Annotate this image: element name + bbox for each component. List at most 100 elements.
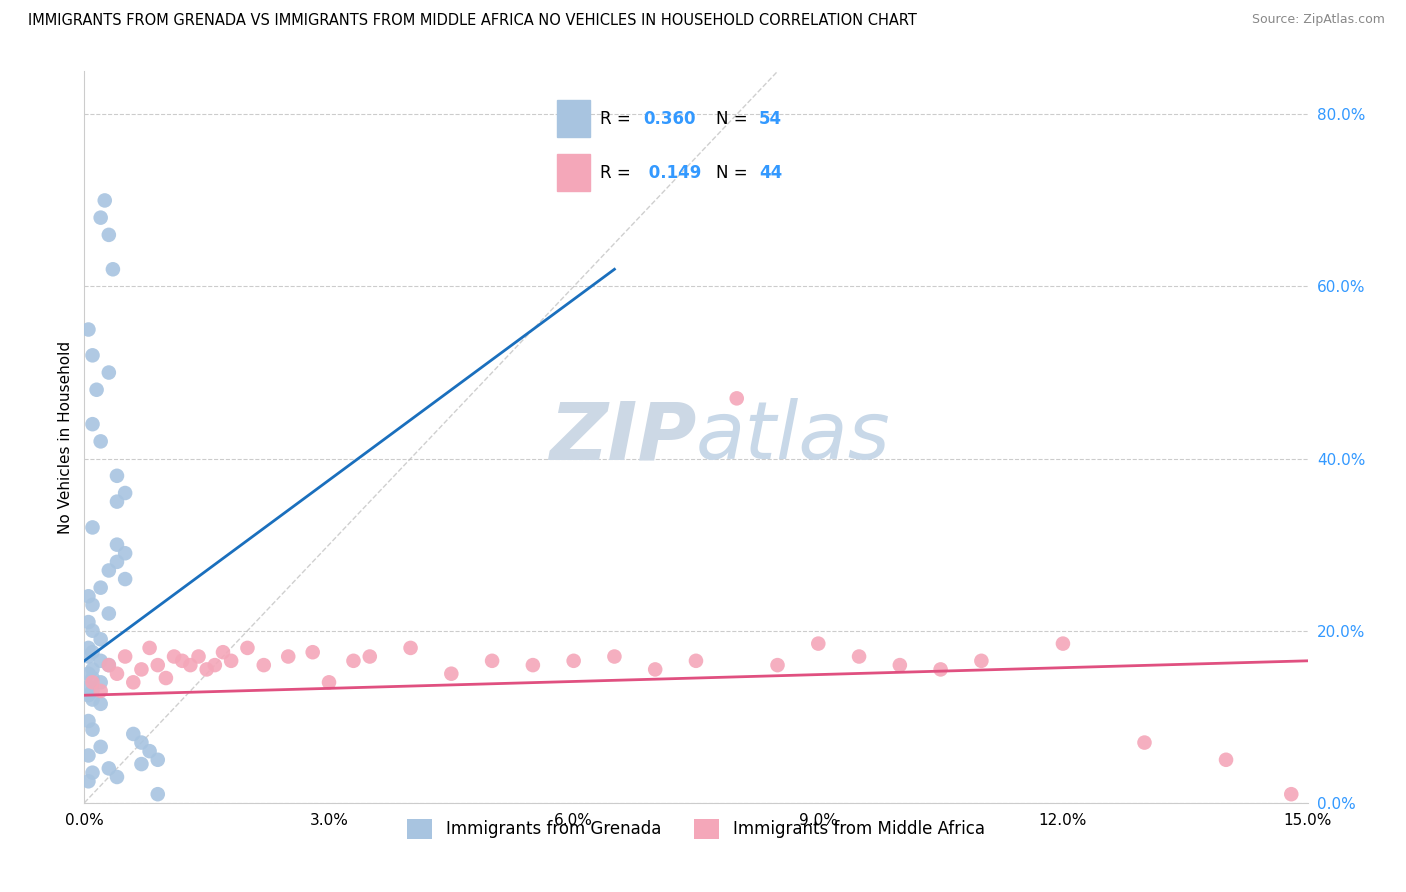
Point bbox=[77, 640, 100, 655]
Point bbox=[1215, 753, 1237, 767]
Point bbox=[77, 714, 100, 728]
Point bbox=[179, 658, 201, 673]
Point bbox=[163, 649, 186, 664]
Point bbox=[848, 649, 870, 664]
Point bbox=[82, 598, 104, 612]
Point bbox=[97, 607, 120, 621]
Point bbox=[82, 671, 104, 685]
Point bbox=[131, 757, 153, 772]
Text: Source: ZipAtlas.com: Source: ZipAtlas.com bbox=[1251, 13, 1385, 27]
Point bbox=[342, 654, 364, 668]
Point bbox=[219, 654, 242, 668]
Point bbox=[97, 761, 120, 775]
Point bbox=[86, 383, 108, 397]
Point bbox=[82, 520, 104, 534]
Point bbox=[138, 640, 160, 655]
Point bbox=[889, 658, 911, 673]
Point bbox=[114, 649, 136, 664]
Point bbox=[318, 675, 340, 690]
Point bbox=[90, 675, 112, 690]
Point bbox=[562, 654, 585, 668]
Point bbox=[105, 494, 128, 508]
Point bbox=[131, 662, 153, 676]
Point bbox=[77, 649, 100, 664]
Point bbox=[82, 624, 104, 638]
Point bbox=[481, 654, 503, 668]
Point bbox=[1052, 637, 1074, 651]
Point bbox=[82, 417, 104, 432]
Point bbox=[1133, 735, 1156, 749]
Point bbox=[93, 194, 115, 208]
Point bbox=[1279, 787, 1302, 801]
Point bbox=[146, 787, 169, 801]
Point bbox=[301, 645, 323, 659]
Point bbox=[97, 564, 120, 578]
Point bbox=[90, 211, 112, 225]
Point bbox=[146, 658, 169, 673]
Point bbox=[77, 688, 100, 702]
Point bbox=[105, 468, 128, 483]
Point bbox=[155, 671, 177, 685]
Point bbox=[603, 649, 626, 664]
Point bbox=[122, 727, 145, 741]
Point bbox=[187, 649, 209, 664]
Point bbox=[236, 640, 259, 655]
Point bbox=[90, 697, 112, 711]
Point bbox=[277, 649, 299, 664]
Point bbox=[399, 640, 422, 655]
Point bbox=[82, 645, 104, 659]
Point bbox=[114, 486, 136, 500]
Point bbox=[105, 666, 128, 681]
Point bbox=[644, 662, 666, 676]
Point bbox=[82, 684, 104, 698]
Point bbox=[77, 322, 100, 336]
Point bbox=[114, 546, 136, 560]
Point bbox=[440, 666, 463, 681]
Point bbox=[146, 753, 169, 767]
Point bbox=[359, 649, 381, 664]
Point bbox=[90, 434, 112, 449]
Point bbox=[82, 765, 104, 780]
Text: IMMIGRANTS FROM GRENADA VS IMMIGRANTS FROM MIDDLE AFRICA NO VEHICLES IN HOUSEHOL: IMMIGRANTS FROM GRENADA VS IMMIGRANTS FR… bbox=[28, 13, 917, 29]
Point bbox=[90, 739, 112, 754]
Point bbox=[204, 658, 226, 673]
Point bbox=[138, 744, 160, 758]
Point bbox=[82, 662, 104, 676]
Point bbox=[77, 615, 100, 629]
Point bbox=[114, 572, 136, 586]
Point bbox=[97, 658, 120, 673]
Point bbox=[807, 637, 830, 651]
Point bbox=[172, 654, 194, 668]
Point bbox=[195, 662, 218, 676]
Point bbox=[101, 262, 124, 277]
Point bbox=[522, 658, 544, 673]
Text: atlas: atlas bbox=[696, 398, 891, 476]
Point bbox=[77, 774, 100, 789]
Point bbox=[685, 654, 707, 668]
Text: ZIP: ZIP bbox=[548, 398, 696, 476]
Point bbox=[82, 692, 104, 706]
Point bbox=[82, 675, 104, 690]
Point bbox=[122, 675, 145, 690]
Point bbox=[766, 658, 789, 673]
Point bbox=[90, 684, 112, 698]
Point bbox=[131, 735, 153, 749]
Point bbox=[90, 632, 112, 647]
Point bbox=[77, 748, 100, 763]
Point bbox=[105, 555, 128, 569]
Point bbox=[97, 366, 120, 380]
Point bbox=[725, 392, 748, 406]
Point bbox=[82, 348, 104, 362]
Point bbox=[90, 581, 112, 595]
Point bbox=[90, 654, 112, 668]
Point bbox=[212, 645, 235, 659]
Point bbox=[82, 723, 104, 737]
Point bbox=[929, 662, 952, 676]
Y-axis label: No Vehicles in Household: No Vehicles in Household bbox=[58, 341, 73, 533]
Point bbox=[253, 658, 276, 673]
Point bbox=[105, 538, 128, 552]
Legend: Immigrants from Grenada, Immigrants from Middle Africa: Immigrants from Grenada, Immigrants from… bbox=[401, 812, 991, 846]
Point bbox=[77, 666, 100, 681]
Point bbox=[77, 680, 100, 694]
Point bbox=[97, 227, 120, 242]
